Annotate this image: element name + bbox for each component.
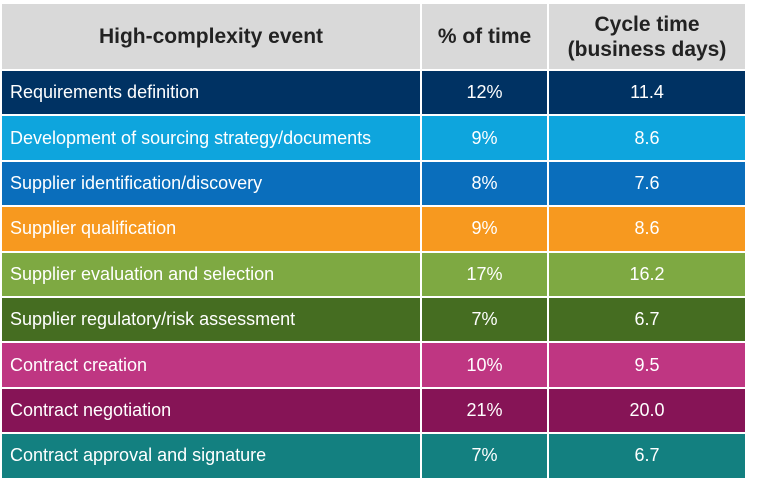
event-cell: Supplier evaluation and selection [2, 252, 422, 298]
event-cell: Supplier regulatory/risk assessment [2, 297, 422, 344]
header-event: High-complexity event [2, 4, 422, 71]
pct-time-cell: 9% [422, 116, 549, 162]
table-row: Development of sourcing strategy/documen… [2, 116, 747, 162]
event-cell: Supplier identification/discovery [2, 161, 422, 208]
pct-time-cell: 10% [422, 343, 549, 389]
pct-time-cell: 21% [422, 388, 549, 435]
event-cell: Requirements definition [2, 71, 422, 117]
cycle-time-cell: 20.0 [549, 388, 747, 435]
table-row: Supplier regulatory/risk assessment 7% 6.7 [2, 297, 747, 344]
pct-time-cell: 7% [422, 434, 549, 480]
cycle-time-cell: 7.6 [549, 161, 747, 208]
table-row: Supplier evaluation and selection 17% 16.2 [2, 252, 747, 298]
table-row: Contract negotiation 21% 20.0 [2, 388, 747, 435]
cycle-time-cell: 8.6 [549, 116, 747, 162]
table-row: Supplier identification/discovery 8% 7.6 [2, 161, 747, 208]
cycle-time-cell: 8.6 [549, 207, 747, 253]
header-cycle-time: Cycle time (business days) [549, 4, 747, 71]
table-row: Requirements definition 12% 11.4 [2, 71, 747, 117]
event-cell: Supplier qualification [2, 207, 422, 253]
cycle-time-cell: 6.7 [549, 434, 747, 480]
cycle-time-cell: 16.2 [549, 252, 747, 298]
header-cycle-line1: Cycle time [594, 12, 700, 36]
pct-time-cell: 8% [422, 161, 549, 208]
pct-time-cell: 12% [422, 71, 549, 117]
header-cycle-line2: (business days) [567, 37, 727, 61]
table-row: Contract creation 10% 9.5 [2, 343, 747, 389]
table-row: Supplier qualification 9% 8.6 [2, 207, 747, 253]
event-cell: Contract creation [2, 343, 422, 389]
table-body: Requirements definition 12% 11.4 Developmen… [2, 71, 747, 480]
event-cell: Development of sourcing strategy/documen… [2, 116, 422, 162]
table-row: Contract approval and signature 7% 6.7 [2, 434, 747, 480]
header-pct-time: % of time [422, 4, 549, 71]
event-cell: Contract approval and signature [2, 434, 422, 480]
cycle-time-table: High-complexity event % of time Cycle ti… [2, 4, 747, 480]
pct-time-cell: 9% [422, 207, 549, 253]
header-row: High-complexity event % of time Cycle ti… [2, 4, 747, 71]
pct-time-cell: 7% [422, 297, 549, 344]
cycle-time-cell: 11.4 [549, 71, 747, 117]
cycle-time-cell: 9.5 [549, 343, 747, 389]
cycle-time-cell: 6.7 [549, 297, 747, 344]
pct-time-cell: 17% [422, 252, 549, 298]
event-cell: Contract negotiation [2, 388, 422, 435]
